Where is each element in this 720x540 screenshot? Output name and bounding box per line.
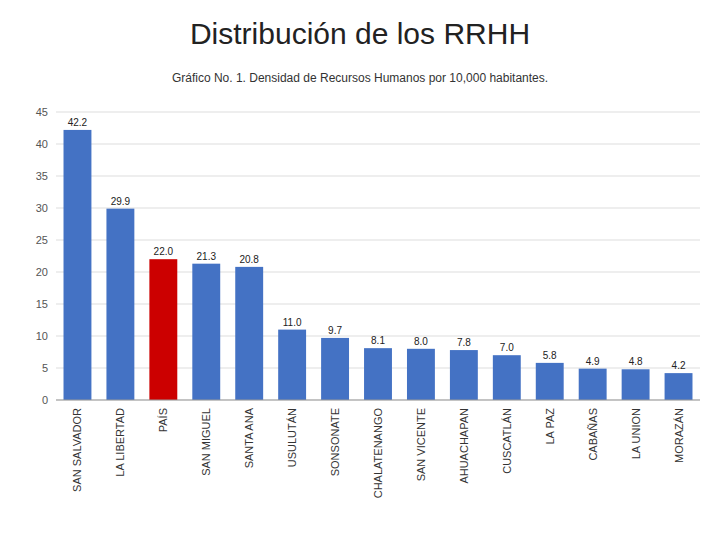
y-axis: 0 5 10 15 20 25 30 35 40 45 [36,106,48,406]
y-tick-label: 15 [36,298,48,310]
x-tick-label: CUSCATLÁN [501,408,513,474]
bar [536,363,564,400]
bar [106,209,134,400]
x-tick-label: SAN MIGUEL [200,408,212,476]
x-tick-label: PAÍS [157,408,169,432]
chart: Distribución de los RRHH Gráfico No. 1. D… [0,0,720,540]
bar [493,355,521,400]
y-tick-label: 45 [36,106,48,118]
bar [579,369,607,400]
bar [278,330,306,400]
data-label: 11.0 [283,317,302,328]
grid [56,112,700,400]
data-label: 22.0 [154,246,174,257]
grid-line [56,112,700,113]
bar [149,259,177,400]
x-tick-label: MORAZÁN [673,408,685,463]
data-label: 42.2 [68,117,88,128]
bar [407,349,435,400]
data-label: 21.3 [197,251,217,262]
x-tick-label: CHALATENANGO [372,408,384,499]
bar [450,350,478,400]
data-label: 7.0 [500,342,514,353]
data-labels: 42.2 29.9 22.0 21.3 20.8 11.0 9.7 8.1 8.0 7.8 7.0 5… [68,117,686,371]
bars [64,130,693,400]
x-tick-label: SANTA ANA [243,407,255,468]
grid-line [56,240,700,241]
data-label: 8.0 [414,336,428,347]
data-label: 5.8 [543,350,557,361]
data-label: 4.8 [629,356,643,367]
bar [192,264,220,400]
data-label: 8.1 [371,335,385,346]
bar [364,348,392,400]
y-tick-label: 40 [36,138,48,150]
bar [235,267,263,400]
data-label: 20.8 [239,254,259,265]
data-label: 4.2 [672,360,686,371]
data-label: 29.9 [111,196,131,207]
y-tick-label: 5 [42,362,48,374]
x-tick-label: SAN SALVADOR [71,408,83,492]
data-label: 4.9 [586,356,600,367]
grid-line [56,400,700,401]
title: Distribución de los RRHH [190,17,530,50]
x-axis-line [56,400,700,401]
x-axis: SAN SALVADOR LA LIBERTAD PAÍS SAN MIGUEL SAN… [71,407,684,498]
y-tick-label: 10 [36,330,48,342]
x-tick-label: LA PAZ [544,408,556,445]
x-tick-label: SAN VICENTE [415,408,427,481]
x-tick-label: LA UNION [630,408,642,459]
x-tick-label: AHUACHAPAN [458,408,470,484]
y-tick-label: 25 [36,234,48,246]
data-label: 9.7 [328,325,342,336]
bar [622,369,650,400]
x-tick-label: CABAÑAS [587,408,599,461]
grid-line [56,144,700,145]
grid-line [56,176,700,177]
y-tick-label: 30 [36,202,48,214]
x-tick-label: LA LIBERTAD [114,408,126,477]
x-tick-label: USULUTÁN [286,408,298,467]
bar [321,338,349,400]
y-tick-label: 0 [42,394,48,406]
y-tick-label: 35 [36,170,48,182]
data-label: 7.8 [457,337,471,348]
bar [665,373,693,400]
subtitle: Gráfico No. 1. Densidad de Recursos Huma… [172,71,548,85]
bar [64,130,92,400]
x-tick-label: SONSONATE [329,408,341,476]
y-tick-label: 20 [36,266,48,278]
grid-line [56,208,700,209]
